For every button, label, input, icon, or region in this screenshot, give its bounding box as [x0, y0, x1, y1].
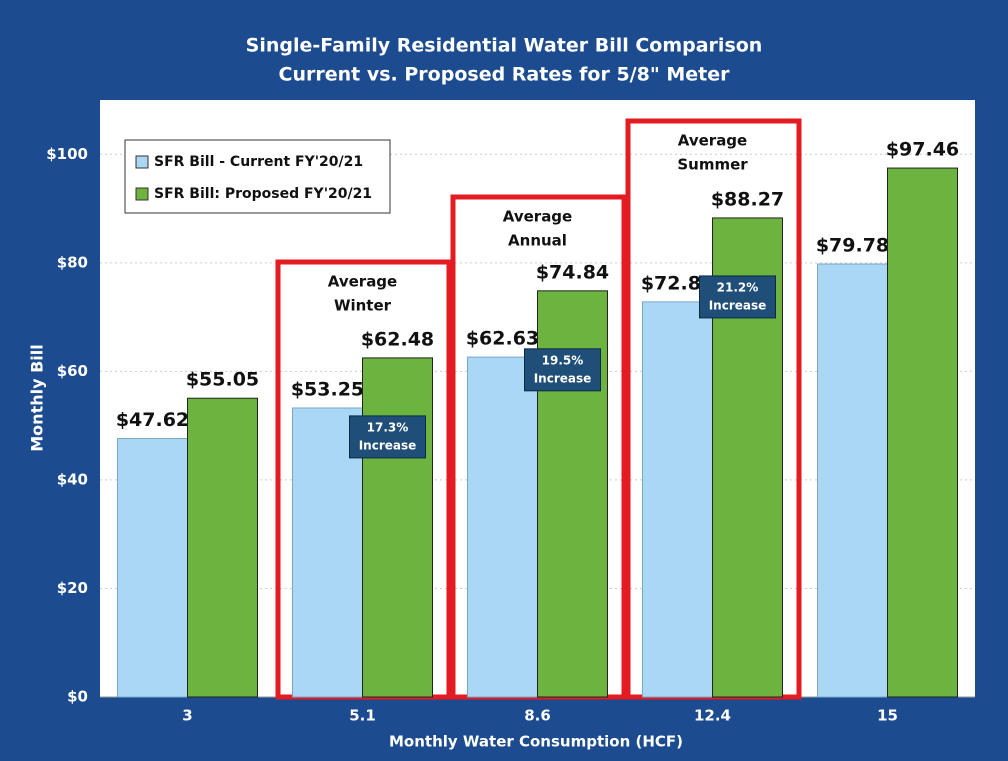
annotation-label: Average [503, 208, 572, 226]
x-axis-label: Monthly Water Consumption (HCF) [389, 733, 683, 751]
chart-title: Single-Family Residential Water Bill Com… [246, 35, 763, 57]
legend-label: SFR Bill - Current FY'20/21 [154, 154, 363, 170]
annotation-label: Annual [508, 232, 567, 250]
bar [362, 357, 433, 698]
annotation-label: Summer [677, 156, 748, 174]
data-label: $62.48 [361, 328, 434, 350]
y-tick-label: $80 [57, 253, 88, 271]
x-tick-label: 3 [182, 707, 192, 725]
increase-label: Increase [534, 371, 592, 385]
annotation-label: Average [328, 273, 397, 291]
data-label: $62.63 [466, 328, 539, 350]
x-tick-label: 8.6 [524, 707, 551, 725]
bar [887, 167, 958, 698]
bar [187, 397, 258, 698]
y-tick-label: $100 [46, 145, 88, 163]
annotation-label: Winter [334, 297, 392, 315]
increase-box [524, 348, 601, 392]
x-tick-label: 12.4 [694, 707, 731, 725]
x-tick-label: 5.1 [349, 707, 376, 725]
increase-label: 21.2% [717, 280, 759, 294]
data-label: $88.27 [711, 188, 784, 210]
increase-label: 19.5% [542, 353, 584, 367]
chart-title: Current vs. Proposed Rates for 5/8" Mete… [279, 64, 731, 86]
increase-box [699, 275, 776, 319]
data-label: $72.81 [641, 272, 714, 294]
legend-label: SFR Bill: Proposed FY'20/21 [154, 186, 372, 202]
increase-label: 17.3% [367, 420, 409, 434]
annotation-label: Average [678, 132, 747, 150]
y-axis-label: Monthly Bill [28, 344, 47, 451]
data-label: $47.62 [116, 409, 189, 431]
y-tick-label: $60 [57, 362, 88, 380]
bar [642, 301, 713, 698]
legend-box [124, 139, 391, 214]
increase-box [349, 415, 426, 459]
data-label: $97.46 [886, 139, 959, 161]
y-tick-label: $0 [67, 688, 88, 706]
data-label: $79.78 [816, 235, 889, 257]
increase-label: Increase [359, 438, 417, 452]
y-tick-label: $20 [57, 579, 88, 597]
legend-swatch [135, 155, 149, 169]
data-label: $53.25 [291, 378, 364, 400]
data-label: $55.05 [186, 369, 259, 391]
data-label: $74.84 [536, 261, 609, 283]
legend-swatch [135, 187, 149, 201]
increase-label: Increase [709, 298, 767, 312]
x-tick-label: 15 [877, 707, 898, 725]
bar [817, 263, 888, 698]
bar [467, 356, 538, 698]
y-tick-label: $40 [57, 470, 88, 488]
bar [117, 438, 188, 698]
